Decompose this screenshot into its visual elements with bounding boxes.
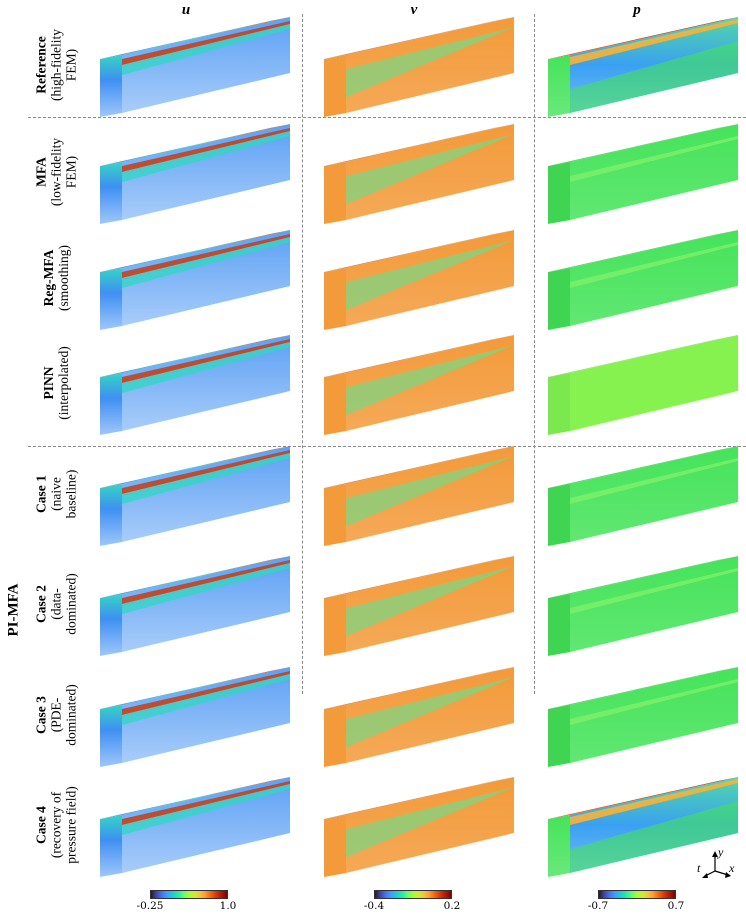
field-plot-v [324,230,514,330]
row-label: MFA (low-fidelity FEM) [34,138,79,206]
row-label-subtitle: (high-fidelity [48,29,64,101]
row-label-subtitle: pressure field) [63,786,79,864]
field-plot-v [324,446,514,546]
column-header-v: v [410,2,418,18]
field-plot-v [324,777,514,877]
row-label: Reg-MFA (smoothing) [41,245,71,311]
field-plot-p [548,446,738,546]
field-plot-p [548,777,738,877]
field-plot-u [100,335,290,435]
row-label-title: PINN [41,366,56,400]
column-divider [534,14,535,694]
field-plot-v [324,124,514,224]
group-label-pi-mfa: PI-MFA [5,583,22,637]
row-divider [28,117,746,118]
field-plot-u [100,446,290,546]
row-label-subtitle: (naive [48,477,64,511]
row-label-title: Case 3 [33,696,49,734]
field-plot-v [324,667,514,767]
row-label-subtitle: FEM) [63,48,79,82]
row-label-subtitle: (interpolated) [56,346,71,420]
row-label-title: Case 2 [33,585,49,623]
row-label-subtitle: (low-fidelity [48,137,64,207]
colorbar-v [374,890,452,899]
row-label-subtitle: dominated) [63,684,79,746]
row-label-subtitle: (smoothing) [56,245,71,311]
row-divider [28,446,746,447]
colorbar-p [598,890,676,899]
colorbar-p-max: 0.7 [667,900,685,912]
field-plot-u [100,777,290,877]
colorbar-u-min: -0.25 [136,900,164,912]
colorbar-v-min: -0.4 [363,900,385,912]
row-label-subtitle: (data- [48,588,64,620]
colorbar-p-min: -0.7 [587,900,609,912]
row-label: Case 4 (recovery of pressure field) [34,786,79,864]
coordinate-axes-icon: y x t [695,845,739,881]
column-header-p: p [633,2,641,18]
colorbar-u-max: 1.0 [219,900,237,912]
row-label: Case 2 (data-dominated) [34,573,79,634]
row-label-subtitle: (recovery of [48,791,64,859]
row-label-subtitle: FEM) [63,155,79,189]
row-label: Case 1 (naive baseline) [34,470,79,519]
field-plot-u [100,230,290,330]
field-plot-p [548,17,738,117]
row-label: PINN (interpolated) [41,346,71,419]
colorbar-v-max: 0.2 [443,900,461,912]
column-divider [302,14,303,694]
field-plot-p [548,230,738,330]
field-plot-v [324,556,514,656]
field-plot-u [100,124,290,224]
column-header-u: u [181,2,191,18]
axis-label-t: t [697,861,701,875]
row-label: Case 3 (PDE-dominated) [34,684,79,745]
field-plot-v [324,335,514,435]
row-label-subtitle: (PDE- [48,697,64,733]
row-label-title: MFA [33,157,49,187]
row-label-title: Case 1 [33,475,49,513]
field-plot-p [548,335,738,435]
field-plot-u [100,556,290,656]
field-plot-u [100,667,290,767]
row-label-title: Reg-MFA [41,249,56,307]
axis-label-y: y [718,845,724,859]
row-label-subtitle: baseline) [63,469,79,519]
field-plot-p [548,667,738,767]
row-label-subtitle: dominated) [63,573,79,635]
field-plot-p [548,556,738,656]
colorbar-u [150,890,228,899]
field-plot-p [548,124,738,224]
axis-label-x: x [729,861,735,875]
row-label-title: Case 4 [33,806,49,844]
row-label-title: Reference [33,36,49,94]
field-plot-u [100,17,290,117]
row-label: Reference (high-fidelity FEM) [34,29,79,101]
field-plot-v [324,17,514,117]
